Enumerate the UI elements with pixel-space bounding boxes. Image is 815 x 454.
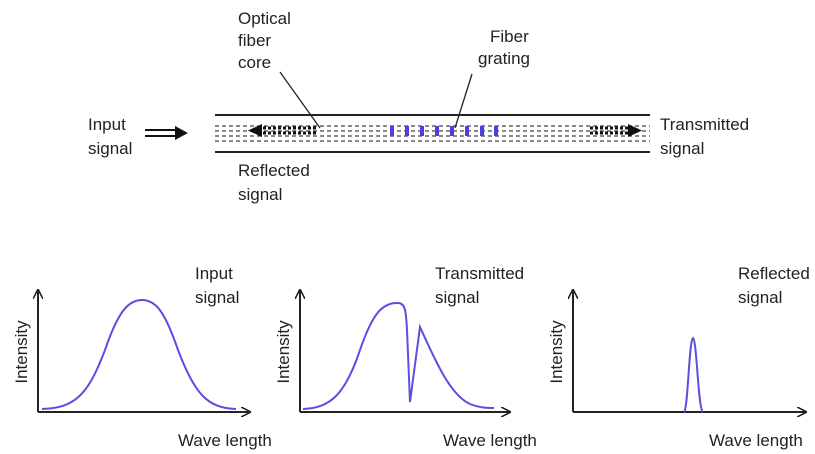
- label: Optical: [238, 9, 291, 28]
- label: fiber: [238, 31, 271, 50]
- plot: Reflected signal Intensity Wave length: [547, 264, 810, 450]
- plot-title: Reflected: [738, 264, 810, 283]
- y-label: Intensity: [274, 320, 293, 384]
- plot: Input signal Intensity Wave length: [12, 264, 272, 450]
- plot-title: signal: [195, 288, 239, 307]
- plot-title: Transmitted: [435, 264, 524, 283]
- plot-title: signal: [738, 288, 782, 307]
- label: Reflected: [238, 161, 310, 180]
- x-label: Wave length: [443, 431, 537, 450]
- label: signal: [660, 139, 704, 158]
- y-label: Intensity: [12, 320, 31, 384]
- x-label: Wave length: [178, 431, 272, 450]
- plot-title: signal: [435, 288, 479, 307]
- fiber-labels: Optical fiber core Fiber grating Input s…: [88, 9, 749, 204]
- label: Input: [88, 115, 126, 134]
- fiber: [145, 71, 650, 153]
- plot-title: Input: [195, 264, 233, 283]
- label: signal: [238, 185, 282, 204]
- plot: Transmitted signal Intensity Wave length: [274, 264, 537, 450]
- y-label: Intensity: [547, 320, 566, 384]
- label: Fiber: [490, 27, 529, 46]
- label: grating: [478, 49, 530, 68]
- label: signal: [88, 139, 132, 158]
- x-label: Wave length: [709, 431, 803, 450]
- label: core: [238, 53, 271, 72]
- label: Transmitted: [660, 115, 749, 134]
